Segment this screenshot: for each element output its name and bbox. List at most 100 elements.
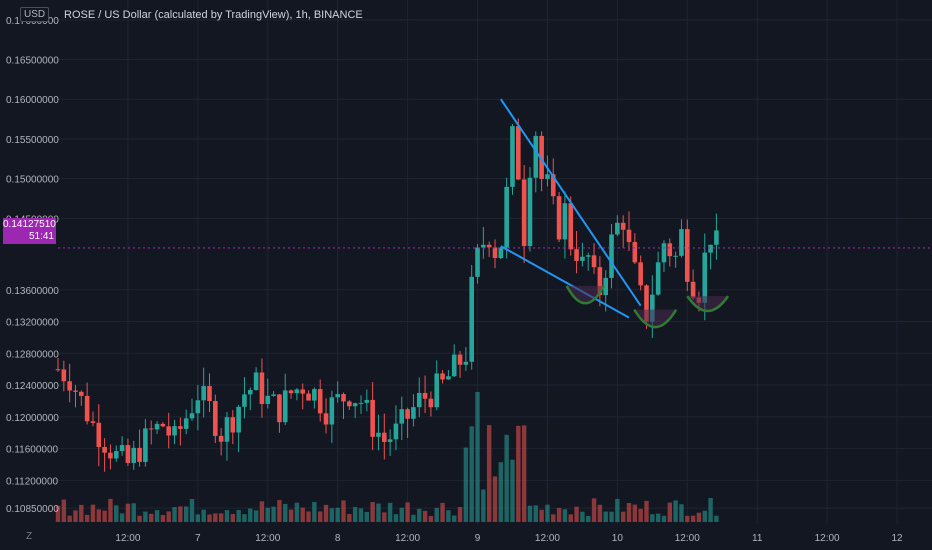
- x-tick-label: 12:00: [535, 533, 560, 544]
- volume-bar: [556, 507, 562, 522]
- arc-annotation: [633, 308, 678, 329]
- volume-bar: [323, 504, 329, 522]
- volume-bar: [690, 515, 696, 522]
- volume-bar: [562, 509, 568, 522]
- y-tick-label: 0.15500000: [6, 135, 59, 146]
- volume-bar: [387, 502, 393, 522]
- candle-body: [84, 395, 90, 422]
- candle-body: [253, 372, 259, 391]
- volume-bar: [405, 502, 410, 522]
- candle-body: [148, 428, 154, 430]
- volume-bar: [481, 489, 486, 522]
- arc-annotation: [565, 285, 606, 305]
- volume-bar: [475, 392, 480, 522]
- candle-body: [684, 229, 690, 282]
- zoom-reset-button[interactable]: Z: [26, 531, 33, 542]
- y-tick-label: 0.11200000: [6, 476, 59, 487]
- volume-bar: [452, 515, 457, 522]
- candle-body: [55, 369, 61, 371]
- volume-bar: [685, 515, 690, 522]
- volume-bar: [446, 510, 451, 522]
- candle-body: [323, 413, 329, 425]
- x-tick-label: 12:00: [255, 533, 280, 544]
- candle-body: [539, 135, 544, 179]
- currency-unit-label[interactable]: USD: [20, 7, 50, 22]
- volume-bar: [119, 513, 125, 522]
- candle-body: [119, 445, 125, 452]
- volume-bar: [516, 425, 521, 522]
- candle-body: [242, 394, 247, 407]
- volume-bar: [568, 514, 573, 522]
- volume-bar: [224, 510, 230, 522]
- candle-body: [347, 401, 352, 407]
- candle-body: [137, 447, 142, 462]
- volume-bar: [329, 508, 335, 522]
- candle-body: [277, 394, 282, 423]
- candle-body: [230, 417, 236, 433]
- candle-body: [673, 255, 678, 257]
- volume-bar: [183, 506, 189, 522]
- volume-bar: [55, 505, 61, 522]
- volume-bar: [341, 500, 346, 522]
- candle-body: [667, 243, 673, 257]
- volume-bar: [533, 505, 538, 522]
- candle-body: [562, 203, 568, 240]
- volume-bar: [271, 506, 276, 522]
- volume-bar: [422, 510, 428, 522]
- candle-body: [550, 174, 556, 197]
- volume-bar: [434, 507, 439, 522]
- y-tick-label: 0.16000000: [6, 95, 59, 106]
- volume-bar: [510, 459, 515, 522]
- candle-body: [469, 276, 474, 362]
- volume-bar: [364, 511, 370, 522]
- candle-body: [282, 390, 288, 423]
- candle-body: [178, 426, 183, 429]
- y-tick-label: 0.13200000: [6, 318, 59, 329]
- x-tick-label: 12:00: [815, 533, 840, 544]
- volume-bar: [67, 515, 72, 522]
- volume-bar: [195, 514, 201, 522]
- x-tick-label: 8: [335, 533, 341, 544]
- volume-bar: [650, 514, 655, 522]
- volume-bar: [376, 503, 381, 522]
- candle-body: [434, 373, 440, 408]
- candle-body: [90, 421, 96, 423]
- candle-body: [183, 418, 189, 429]
- volume-bar: [551, 514, 556, 522]
- candle-body: [632, 242, 638, 263]
- candle-body: [428, 398, 434, 408]
- volume-bar: [545, 504, 550, 522]
- x-tick-label: 10: [612, 533, 624, 544]
- candle-body: [172, 426, 177, 436]
- candle-body: [113, 451, 119, 459]
- volume-bar: [189, 499, 195, 522]
- candle-body: [609, 234, 614, 278]
- candle-body: [650, 294, 655, 322]
- candle-body: [317, 389, 323, 414]
- volume-bar: [201, 509, 206, 522]
- candle-body: [201, 386, 206, 401]
- volume-bar: [131, 503, 136, 522]
- volume-bar: [667, 502, 672, 522]
- volume-bar: [521, 425, 527, 522]
- trendline: [499, 98, 642, 307]
- volume-bar: [108, 498, 113, 522]
- candle-body: [510, 126, 515, 187]
- trendline: [500, 245, 630, 319]
- candle-body: [271, 394, 276, 396]
- volume-bar: [312, 501, 317, 522]
- candle-body: [708, 244, 713, 253]
- volume-bar: [61, 499, 67, 522]
- volume-bar: [347, 514, 352, 522]
- volume-bar: [318, 511, 323, 522]
- candle-body: [655, 262, 661, 295]
- candle-body: [661, 243, 667, 263]
- candle-body: [545, 174, 550, 179]
- volume-bar: [230, 513, 235, 522]
- volume-bar: [469, 426, 474, 522]
- candle-body: [381, 432, 387, 442]
- candle-body: [638, 262, 643, 286]
- volume-bar: [154, 510, 160, 522]
- candle-body: [166, 426, 172, 436]
